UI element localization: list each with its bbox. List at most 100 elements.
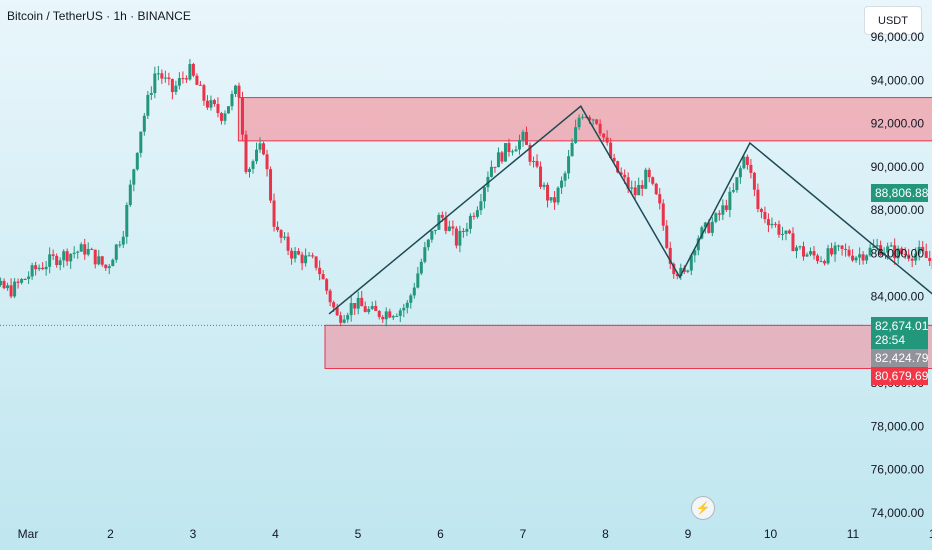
bar-countdown: 28:54 [875, 333, 906, 348]
candle-body [272, 200, 276, 227]
candle-body [479, 201, 483, 211]
candle-body [332, 302, 336, 308]
candle-body [76, 251, 80, 253]
candle-body [465, 228, 469, 232]
candle-body [833, 245, 837, 255]
candle-body [619, 172, 623, 175]
candle-body [167, 77, 171, 80]
candle-body [118, 244, 122, 246]
candle-body [542, 184, 546, 187]
current-price-value: 82,674.01 [875, 319, 929, 334]
candle-body [735, 177, 739, 191]
candle-body [819, 261, 823, 263]
candle-body [689, 255, 693, 271]
candle-body [69, 253, 73, 262]
candle-body [360, 297, 364, 307]
x-axis-tick-label: 12 [929, 527, 932, 541]
candle-body [356, 297, 360, 309]
candle-body [146, 94, 150, 116]
candle-body [353, 303, 357, 309]
candle-body [100, 256, 104, 265]
candle-body [581, 116, 585, 118]
candle-body [451, 226, 455, 229]
support-zone [324, 324, 932, 369]
candle-body [34, 265, 38, 270]
candle-body [794, 247, 798, 252]
candle-body [255, 149, 259, 162]
candle-body [104, 264, 108, 269]
candle-body [598, 123, 602, 134]
candle-body [605, 137, 609, 143]
candle-body [553, 197, 557, 203]
candle-body [409, 295, 413, 303]
candle-body [23, 278, 27, 280]
candle-body [328, 290, 332, 303]
candle-body [868, 247, 872, 256]
candle-body [342, 319, 346, 323]
candle-body [177, 78, 181, 86]
candle-body [749, 164, 753, 173]
candle-body [875, 245, 879, 247]
candle-body [6, 285, 10, 289]
candle-body [276, 226, 280, 231]
candle-body [402, 307, 406, 311]
candle-body [595, 119, 599, 124]
candle-body [149, 93, 153, 95]
candle-body [896, 248, 900, 259]
candle-body [395, 315, 399, 317]
candle-body [563, 173, 567, 181]
candle-body [696, 238, 700, 251]
candle-body [525, 131, 529, 145]
candle-body [72, 252, 76, 254]
candle-body [248, 168, 252, 172]
candle-body [710, 221, 714, 233]
candle-body [44, 266, 48, 270]
candle-body [405, 302, 409, 308]
candle-body [546, 184, 550, 201]
candle-body [27, 276, 31, 279]
candle-body [830, 248, 834, 255]
candle-body [752, 172, 756, 190]
candle-body [588, 117, 592, 121]
candle-body [363, 306, 367, 312]
candle-body [416, 273, 420, 288]
candle-body [714, 213, 718, 222]
candle-body [230, 94, 234, 107]
candle-body [721, 205, 725, 215]
candle-body [349, 303, 353, 316]
candle-body [910, 258, 914, 261]
candle-body [174, 85, 178, 92]
candle-body [802, 246, 805, 257]
lightning-icon[interactable]: ⚡ [691, 496, 715, 520]
resistance-zone [237, 97, 932, 142]
candle-body [777, 224, 781, 235]
candle-body [454, 228, 458, 246]
candle-body [560, 180, 564, 188]
candle-body [430, 230, 434, 240]
candle-body [65, 251, 69, 262]
candle-body [475, 210, 479, 217]
candle-body [20, 278, 24, 283]
candle-body [51, 254, 55, 256]
x-axis-tick-label: 6 [437, 527, 444, 541]
currency-selector-button[interactable]: USDT [864, 6, 922, 35]
candle-body [756, 189, 760, 210]
candle-body [861, 254, 865, 261]
candle-body [458, 230, 462, 246]
candle-body [707, 222, 711, 233]
candle-body [241, 97, 244, 135]
y-axis-tick-label: 96,000.00 [871, 30, 925, 44]
candle-body [142, 115, 146, 132]
candle-body [567, 156, 571, 174]
candle-body [300, 254, 304, 264]
x-axis-tick-label: 11 [847, 527, 860, 541]
chart-title: Bitcoin / TetherUS · 1h · BINANCE [7, 9, 191, 23]
candle-body [612, 157, 616, 162]
candle-body [717, 213, 721, 215]
candle-body [440, 214, 444, 218]
candle-body [198, 84, 202, 86]
candle-body [209, 100, 213, 108]
candle-body [114, 244, 118, 260]
candle-body [433, 229, 437, 231]
